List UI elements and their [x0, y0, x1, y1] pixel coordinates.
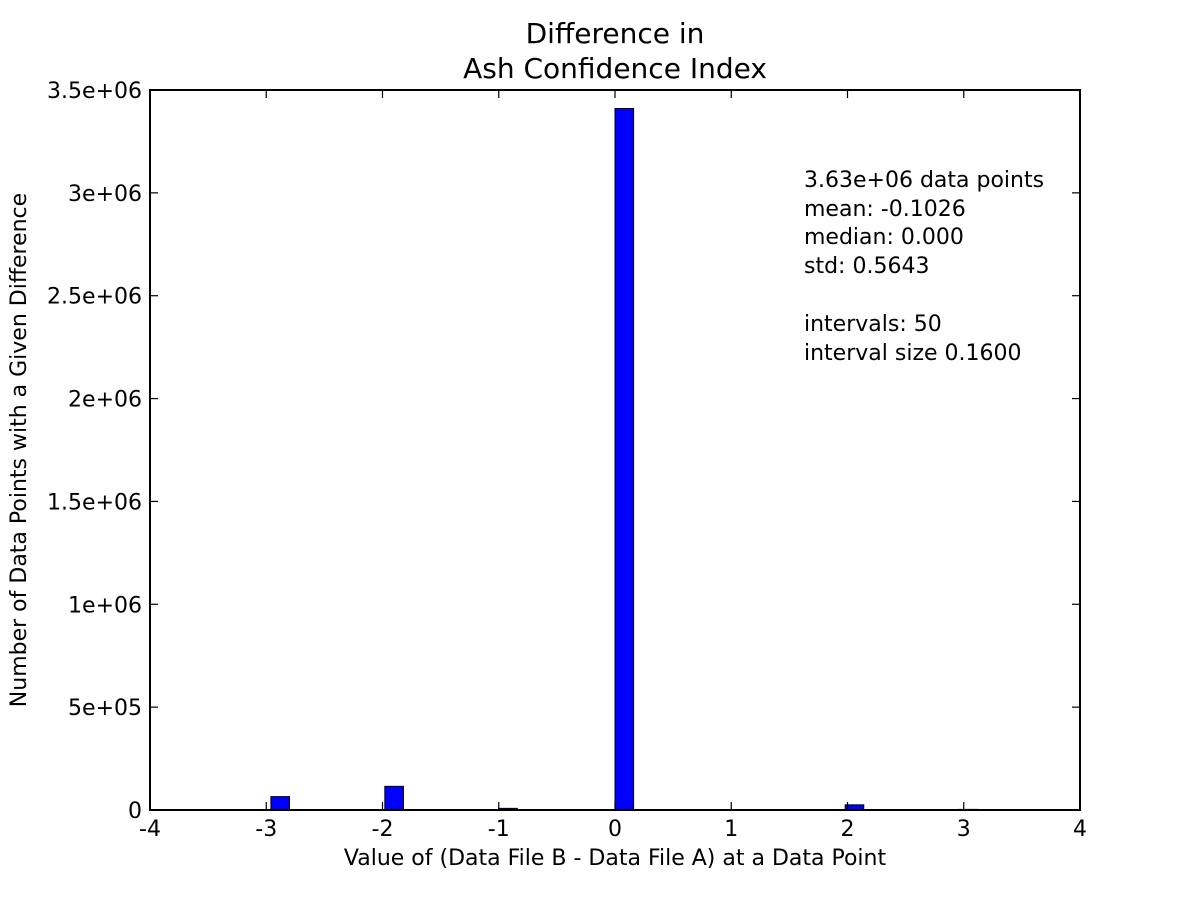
- y-tick-label: 5e+05: [68, 696, 142, 721]
- y-tick-label: 3.5e+06: [47, 79, 142, 104]
- x-tick-label: 3: [957, 817, 971, 842]
- chart-title-line-2: Ash Confidence Index: [463, 52, 767, 85]
- stats-line-count: 3.63e+06 data points: [804, 168, 1044, 193]
- y-tick-label: 1e+06: [68, 593, 142, 618]
- stats-line-interval-size: interval size 0.1600: [804, 341, 1022, 366]
- x-tick-label: -4: [139, 817, 161, 842]
- chart-title-line-1: Difference in: [526, 17, 705, 50]
- histogram-bar-3: [614, 108, 635, 811]
- histogram-bar-0: [270, 796, 290, 811]
- y-tick-label: 1.5e+06: [47, 490, 142, 515]
- x-tick-label: -1: [488, 817, 510, 842]
- x-tick-label: 4: [1073, 817, 1087, 842]
- y-tick-label: 3e+06: [68, 182, 142, 207]
- y-tick-label: 0: [128, 799, 142, 824]
- histogram-bar-1: [384, 785, 404, 811]
- x-axis-label: Value of (Data File B - Data File A) at …: [344, 846, 887, 871]
- plot-frame: [149, 89, 1081, 811]
- tick-labels-group: -4 -3 -2 -1 0 1 2 3 4 0 5e+05 1e+06 1.5e+06 2e+06 2.5e…: [47, 79, 1087, 842]
- x-tick-label: -2: [372, 817, 394, 842]
- y-tick-label: 2.5e+06: [47, 285, 142, 310]
- stats-line-intervals: intervals: 50: [804, 312, 942, 337]
- x-tick-label: -3: [255, 817, 277, 842]
- stats-line-median: median: 0.000: [804, 225, 964, 250]
- stats-line-mean: mean: -0.1026: [804, 197, 966, 222]
- x-tick-label: 0: [608, 817, 622, 842]
- y-tick-label: 2e+06: [68, 388, 142, 413]
- x-tick-label: 1: [724, 817, 738, 842]
- stats-annotation: 3.63e+06 data points mean: -0.1026 media…: [804, 168, 1044, 366]
- x-tick-label: 2: [841, 817, 855, 842]
- y-axis-label: Number of Data Points with a Given Diffe…: [7, 193, 32, 707]
- stats-line-std: std: 0.5643: [804, 254, 929, 279]
